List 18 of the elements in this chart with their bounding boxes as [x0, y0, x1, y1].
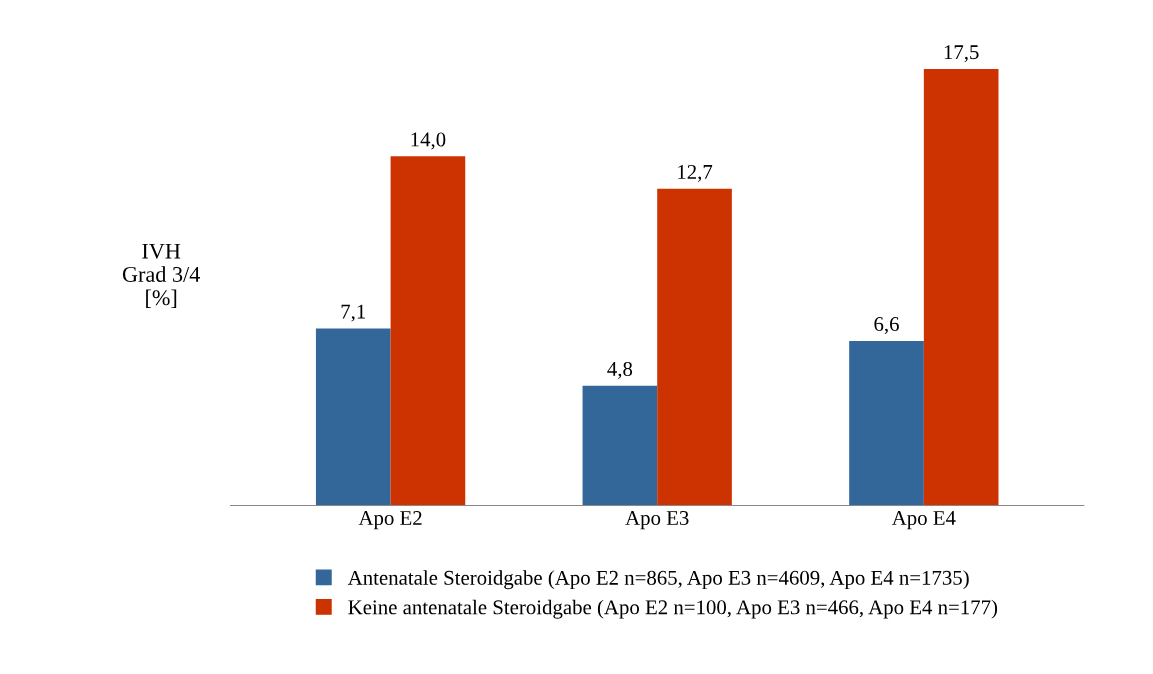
- bar: [849, 340, 924, 506]
- y-axis-title: IVH Grad 3/4 [%]: [122, 243, 200, 308]
- bar: [582, 385, 658, 506]
- data-label: 14,0: [411, 132, 446, 150]
- x-tick-label: Apo E3: [625, 511, 689, 530]
- bar: [923, 69, 999, 506]
- x-tick-label: Apo E4: [891, 511, 956, 530]
- legend-label: Keine antenatale Steroidgabe (Apo E2 n=100, Apo E3 n=466, Apo E4 n=177): [348, 599, 998, 619]
- data-label: 17,5: [944, 45, 979, 63]
- bar: [657, 188, 732, 506]
- legend-label: Antenatale Steroidgabe (Apo E2 n=865, Apo E3 n=4609, Apo E4 n=1735): [347, 570, 969, 590]
- x-tick-label: Apo E2: [358, 511, 422, 530]
- data-label: 12,7: [678, 164, 713, 182]
- data-label: 4,8: [607, 361, 633, 379]
- data-label: 6,6: [874, 317, 899, 335]
- data-label: 7,1: [341, 304, 366, 322]
- bar: [315, 328, 391, 506]
- bar: [390, 156, 466, 506]
